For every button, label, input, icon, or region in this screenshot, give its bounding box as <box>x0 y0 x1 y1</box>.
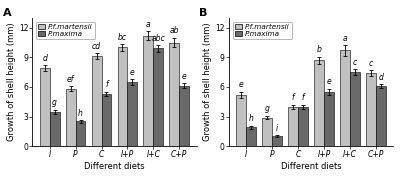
Text: g: g <box>52 98 57 107</box>
X-axis label: Different diets: Different diets <box>281 162 341 171</box>
Bar <box>340 50 350 146</box>
Text: c: c <box>353 58 357 67</box>
Bar <box>298 107 308 146</box>
Bar <box>350 72 360 146</box>
Text: e: e <box>239 80 244 89</box>
Text: a: a <box>146 20 151 29</box>
Text: B: B <box>199 8 208 18</box>
Text: f: f <box>105 80 108 89</box>
Bar <box>102 94 111 146</box>
Text: e: e <box>182 72 186 81</box>
Bar <box>288 107 298 146</box>
Text: h: h <box>78 109 83 117</box>
Text: d: d <box>378 72 383 82</box>
Text: c: c <box>369 59 373 68</box>
Bar <box>262 117 272 146</box>
Bar <box>236 95 246 146</box>
Text: abc: abc <box>151 34 165 43</box>
Text: f: f <box>302 93 304 102</box>
Bar <box>40 68 50 146</box>
Text: a: a <box>343 34 347 43</box>
Bar <box>246 127 256 146</box>
Bar <box>376 86 386 146</box>
Bar <box>128 82 137 146</box>
Bar <box>272 136 282 146</box>
Text: ef: ef <box>67 75 74 84</box>
Text: e: e <box>130 68 135 77</box>
Bar <box>153 48 163 146</box>
Text: g: g <box>265 104 270 113</box>
Text: A: A <box>3 8 12 18</box>
Text: ab: ab <box>170 26 179 35</box>
Bar <box>118 48 128 146</box>
Text: f: f <box>292 93 294 102</box>
Bar <box>366 73 376 146</box>
Legend: P.f.martensii, P.maxima: P.f.martensii, P.maxima <box>232 22 292 39</box>
Bar <box>324 92 334 146</box>
Bar <box>144 36 153 146</box>
Legend: P.f.martensii, P.maxima: P.f.martensii, P.maxima <box>36 22 95 39</box>
Text: d: d <box>42 54 47 63</box>
Bar <box>66 89 76 146</box>
X-axis label: Different diets: Different diets <box>84 162 145 171</box>
Text: cd: cd <box>92 42 101 51</box>
Bar <box>50 112 60 146</box>
Bar <box>179 86 189 146</box>
Text: b: b <box>316 45 322 54</box>
Text: e: e <box>326 77 331 87</box>
Y-axis label: Growth of shell height (mm): Growth of shell height (mm) <box>7 23 16 141</box>
Text: bc: bc <box>118 33 127 42</box>
Bar <box>314 60 324 146</box>
Bar <box>92 56 102 146</box>
Text: h: h <box>249 114 254 123</box>
Bar <box>76 121 86 146</box>
Text: i: i <box>276 124 278 133</box>
Y-axis label: Growth of shell height (mm): Growth of shell height (mm) <box>204 23 212 141</box>
Bar <box>169 43 179 146</box>
